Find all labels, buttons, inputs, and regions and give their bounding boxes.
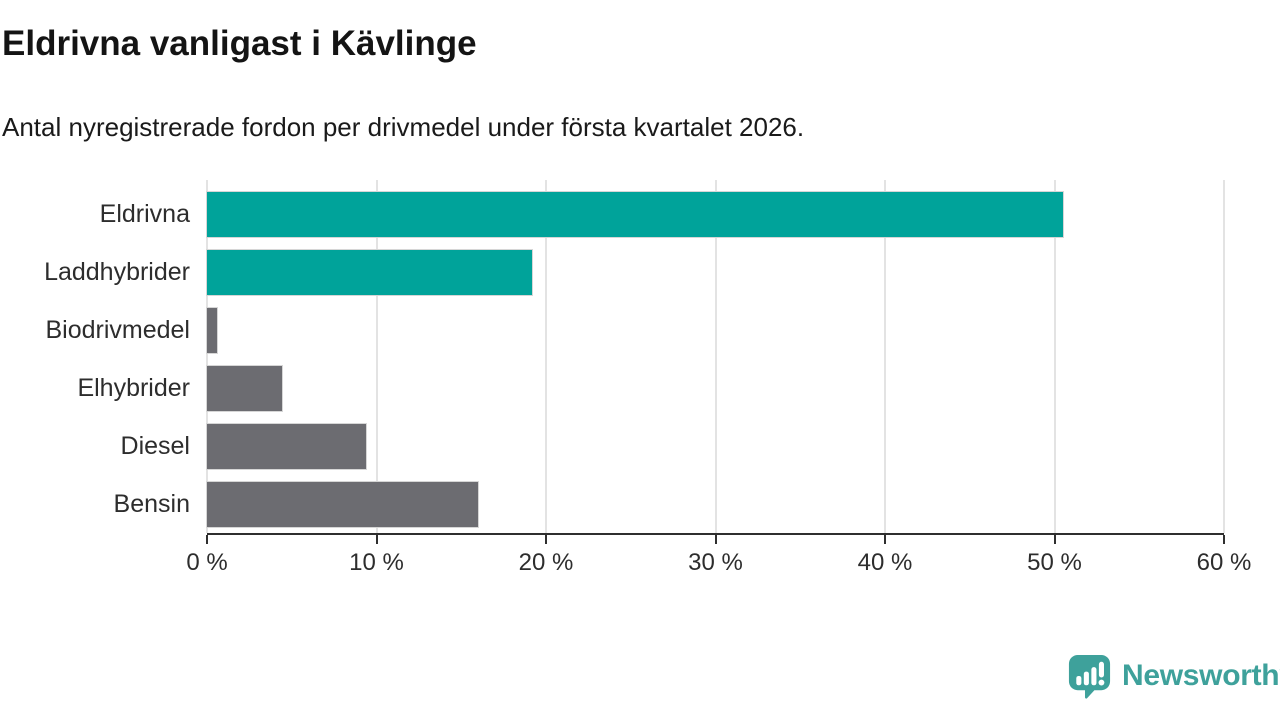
gridline: [884, 180, 886, 533]
x-axis-tick: [1053, 535, 1056, 544]
gridline: [1223, 180, 1225, 533]
chart-subtitle: Antal nyregistrerade fordon per drivmede…: [2, 112, 805, 142]
x-axis-tick-label: 60 %: [1196, 549, 1252, 576]
x-axis-tick: [1223, 535, 1225, 544]
category-labels: Eldrivna Laddhybrider Biodrivmedel Elhybrid…: [0, 180, 190, 533]
x-axis-tick-label: 0 %: [186, 549, 228, 576]
x-axis-tick-label: 50 %: [1027, 549, 1082, 576]
category-label: Biodrivmedel: [45, 316, 190, 344]
x-axis-tick: [884, 535, 886, 544]
bar-eldrivna: [207, 192, 1063, 237]
x-axis-tick: [714, 535, 717, 544]
gridline: [206, 180, 208, 533]
newsworthy-brand: Newsworthy: [1066, 652, 1280, 699]
bar-laddhybrider: [207, 250, 533, 295]
bar-biodrivmedel: [207, 308, 218, 353]
category-label: Eldrivna: [99, 200, 190, 228]
category-label: Bensin: [113, 490, 190, 518]
newsworthy-wordmark: Newsworthy: [1122, 658, 1280, 692]
bar-bensin: [207, 482, 479, 527]
gridline: [375, 180, 378, 533]
x-axis-tick: [206, 535, 208, 544]
category-label: Diesel: [120, 432, 190, 460]
plot-area: 0 % 10 % 20 % 30 % 40 % 50 % 60 %: [186, 180, 1251, 576]
bar-chart: Eldrivna Laddhybrider Biodrivmedel Elhybrid…: [0, 180, 1280, 600]
category-label: Laddhybrider: [44, 258, 190, 286]
bar-elhybrider: [207, 366, 282, 411]
x-axis-tick-label: 40 %: [857, 549, 913, 576]
x-axis-tick: [375, 535, 378, 544]
gridline: [1053, 180, 1056, 533]
bar-diesel: [207, 424, 367, 469]
gridline: [545, 180, 547, 533]
newsworthy-logo-icon: [1066, 652, 1113, 699]
gridline: [714, 180, 717, 533]
x-axis-tick-label: 10 %: [349, 549, 404, 576]
x-axis-tick: [545, 535, 547, 544]
page-title: Eldrivna vanligast i Kävlinge: [2, 24, 477, 63]
x-axis-tick-label: 30 %: [688, 549, 743, 576]
x-axis-tick-label: 20 %: [518, 549, 574, 576]
category-label: Elhybrider: [77, 374, 190, 402]
